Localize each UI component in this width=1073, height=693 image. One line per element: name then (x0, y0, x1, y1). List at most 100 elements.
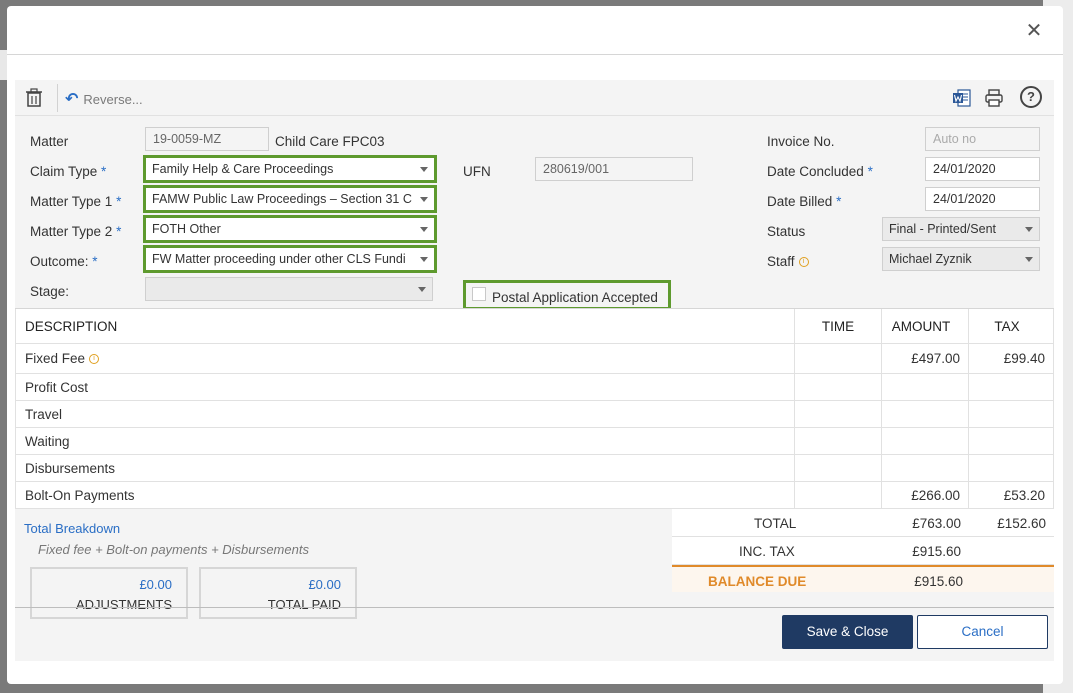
table-row: Disbursements (15, 455, 1054, 482)
toolbar-separator (57, 84, 58, 112)
row-time (794, 482, 881, 508)
postal-application-checkbox[interactable] (472, 287, 486, 301)
row-description: Profit Cost (15, 374, 794, 400)
invoice-no-label: Invoice No. (767, 134, 835, 149)
claim-type-label: Claim Type * (30, 164, 107, 179)
header-divider (7, 54, 1063, 55)
chevron-down-icon (1025, 257, 1033, 262)
date-billed-label: Date Billed * (767, 194, 842, 209)
matter-type1-label: Matter Type 1 * (30, 194, 122, 209)
outcome-select[interactable]: FW Matter proceeding under other CLS Fun… (143, 245, 437, 273)
chevron-down-icon (420, 167, 428, 172)
inc-tax-row: INC. TAX £915.60 (672, 537, 1054, 565)
date-concluded-field[interactable]: 24/01/2020 (925, 157, 1040, 181)
staff-select[interactable]: Michael Zyznik (882, 247, 1040, 271)
reverse-label: Reverse... (83, 91, 143, 107)
table-header: DESCRIPTION TIME AMOUNT TAX (15, 308, 1054, 344)
adjustments-box: £0.00 ADJUSTMENTS (30, 567, 188, 619)
row-time (794, 344, 881, 373)
matter-field: 19-0059-MZ (145, 127, 269, 151)
chevron-down-icon (420, 257, 428, 262)
header-tax: TAX (968, 309, 1054, 343)
row-description: Waiting (15, 428, 794, 454)
invoice-dialog: ✕ ↶ Reverse... ? M (7, 6, 1063, 684)
close-icon[interactable]: ✕ (1025, 20, 1043, 42)
matter-type2-label: Matter Type 2 * (30, 224, 122, 239)
total-paid-value: £0.00 (308, 577, 341, 592)
row-tax (968, 401, 1054, 427)
row-time (794, 428, 881, 454)
row-description: Disbursements (15, 455, 794, 481)
matter-type2-select[interactable]: FOTH Other (143, 215, 437, 243)
table-row: Travel (15, 401, 1054, 428)
invoice-form: Matter 19-0059-MZ Child Care FPC03 Claim… (15, 116, 1054, 310)
row-description: Bolt-On Payments (15, 482, 794, 508)
info-icon[interactable]: i (798, 257, 809, 268)
cancel-button[interactable]: Cancel (917, 615, 1048, 649)
row-amount (881, 374, 968, 400)
row-tax (968, 455, 1054, 481)
row-tax (968, 374, 1054, 400)
total-breakdown-link[interactable]: Total Breakdown (24, 521, 121, 536)
stage-select[interactable] (145, 277, 433, 301)
header-amount: AMOUNT (881, 309, 968, 343)
matter-type1-select[interactable]: FAMW Public Law Proceedings – Section 31… (143, 185, 437, 213)
total-paid-label: TOTAL PAID (267, 597, 341, 612)
total-paid-box: £0.00 TOTAL PAID (199, 567, 357, 619)
row-amount: £497.00 (881, 344, 968, 373)
adjustments-value: £0.00 (139, 577, 172, 592)
footer-area: Total Breakdown Fixed fee + Bolt-on paym… (15, 509, 1054, 661)
row-description: Fixed Fee i (15, 344, 794, 373)
invoice-no-field: Auto no (925, 127, 1040, 151)
status-label: Status (767, 224, 806, 239)
outcome-label: Outcome: * (30, 254, 98, 269)
balance-due-row: BALANCE DUE £915.60 (672, 565, 1054, 592)
row-amount (881, 455, 968, 481)
inc-tax-amount: £915.60 (912, 544, 961, 559)
row-amount (881, 401, 968, 427)
row-description: Travel (15, 401, 794, 427)
row-amount: £266.00 (881, 482, 968, 508)
row-tax (968, 428, 1054, 454)
total-row: TOTAL £763.00 £152.60 (672, 509, 1054, 537)
row-tax: £99.40 (968, 344, 1054, 373)
reverse-button[interactable]: ↶ Reverse... (65, 89, 143, 109)
word-export-icon[interactable] (952, 88, 972, 108)
undo-icon: ↶ (65, 91, 79, 108)
info-icon[interactable]: i (89, 353, 100, 364)
status-select[interactable]: Final - Printed/Sent (882, 217, 1040, 241)
row-tax: £53.20 (968, 482, 1054, 508)
table-row: Waiting (15, 428, 1054, 455)
chevron-down-icon (1025, 227, 1033, 232)
table-row: Bolt-On Payments £266.00 £53.20 (15, 482, 1054, 509)
table-row: Fixed Fee i £497.00 £99.40 (15, 344, 1054, 374)
inc-tax-label: INC. TAX (739, 544, 795, 559)
save-close-button[interactable]: Save & Close (782, 615, 913, 649)
total-amount: £763.00 (912, 516, 961, 531)
balance-due-label: BALANCE DUE (708, 574, 807, 589)
stage-label: Stage: (30, 284, 70, 299)
fee-table: DESCRIPTION TIME AMOUNT TAX Fixed Fee i £… (15, 308, 1054, 509)
postal-application-label: Postal Application Accepted (492, 290, 658, 305)
help-icon[interactable]: ? (1020, 86, 1042, 108)
postal-application-checkbox-group[interactable]: Postal Application Accepted (463, 280, 671, 310)
date-concluded-label: Date Concluded * (767, 164, 873, 179)
claim-type-select[interactable]: Family Help & Care Proceedings (143, 155, 437, 183)
date-billed-field[interactable]: 24/01/2020 (925, 187, 1040, 211)
chevron-down-icon (420, 197, 428, 202)
balance-due-amount: £915.60 (914, 574, 963, 589)
total-label: TOTAL (754, 516, 797, 531)
chevron-down-icon (418, 287, 426, 292)
footer-divider (15, 607, 1054, 608)
row-time (794, 455, 881, 481)
matter-description: Child Care FPC03 (275, 134, 385, 149)
totals-panel: TOTAL £763.00 £152.60 INC. TAX £915.60 B… (672, 509, 1054, 592)
header-time: TIME (794, 309, 881, 343)
adjustments-label: ADJUSTMENTS (75, 597, 172, 612)
trash-icon[interactable] (25, 88, 43, 108)
row-amount (881, 428, 968, 454)
total-tax: £152.60 (997, 516, 1046, 531)
print-icon[interactable] (984, 88, 1004, 108)
staff-label: Staff i (767, 254, 809, 269)
background-page-left (0, 50, 8, 80)
